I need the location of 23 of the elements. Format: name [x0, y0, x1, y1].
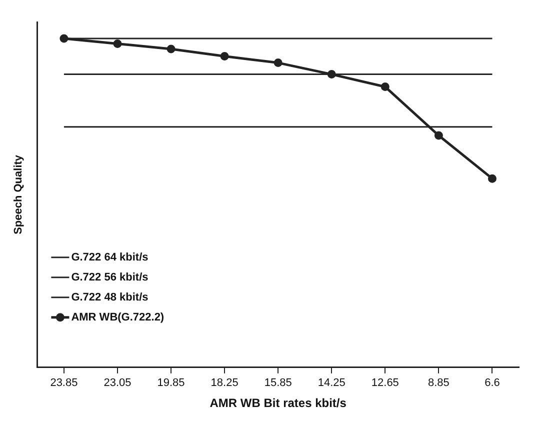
x-tick-label: 18.25	[210, 377, 238, 390]
x-tick-label: 8.85	[428, 377, 450, 390]
x-tick-label: 6.6	[484, 377, 500, 390]
point	[274, 58, 282, 68]
point	[488, 174, 496, 183]
x-axis-title: AMR WB Bit rates kbit/s	[210, 396, 347, 410]
point	[60, 34, 68, 43]
point	[220, 52, 229, 60]
point	[434, 131, 443, 140]
legend-label: AMR WB(G.722.2)	[71, 311, 164, 324]
point	[380, 82, 390, 92]
x-tick-label: 19.85	[157, 377, 185, 390]
legend-label: G.722 56 kbit/s	[71, 271, 148, 284]
x-tick-label: 23.05	[104, 377, 132, 390]
point	[113, 39, 122, 48]
legend-label: G.722 48 kbit/s	[71, 291, 148, 304]
x-tick-label: 23.85	[50, 377, 78, 390]
x-tick-label: 14.25	[318, 377, 346, 390]
y-axis-title: Speech Quality	[12, 154, 25, 234]
x-tick-label: 12.65	[371, 377, 399, 390]
x-tick-label: 15.85	[264, 377, 292, 390]
legend-label: G.722 64 kbit/s	[71, 251, 148, 264]
point	[166, 44, 176, 54]
